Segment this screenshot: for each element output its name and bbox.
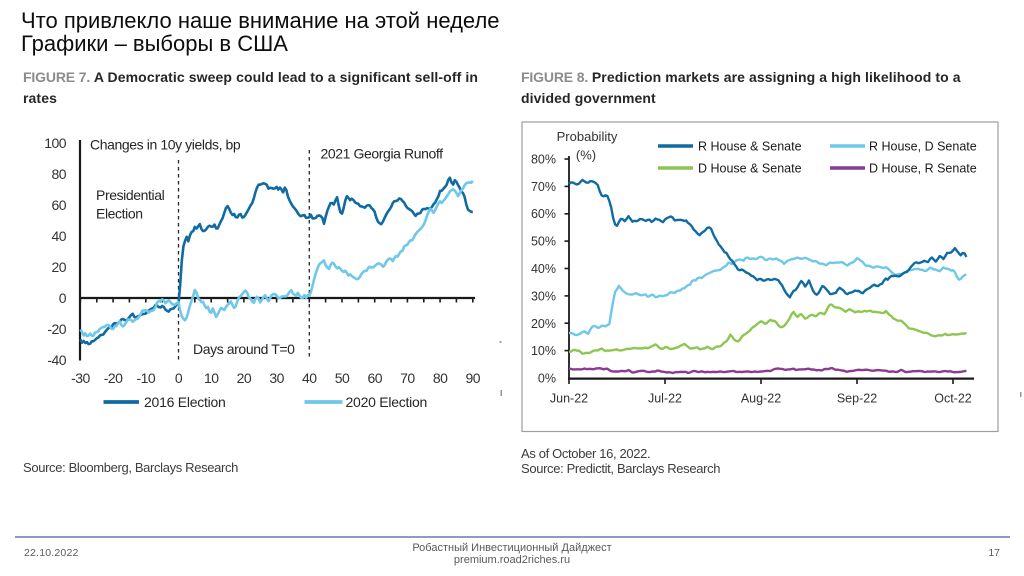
svg-text:80%: 80% xyxy=(531,153,556,167)
svg-text:2021 Georgia Runoff: 2021 Georgia Runoff xyxy=(321,146,444,162)
svg-text:Probability: Probability xyxy=(557,129,618,144)
svg-text:-30: -30 xyxy=(71,370,90,386)
svg-text:80: 80 xyxy=(52,166,67,182)
svg-text:Days around T=0: Days around T=0 xyxy=(193,341,295,357)
svg-text:30: 30 xyxy=(269,370,284,386)
svg-text:Jun-22: Jun-22 xyxy=(550,392,588,406)
svg-text:Presidential: Presidential xyxy=(96,187,165,203)
svg-text:-20: -20 xyxy=(104,370,123,386)
svg-text:R House, D Senate: R House, D Senate xyxy=(869,140,977,154)
svg-text:40: 40 xyxy=(302,370,317,386)
svg-text:D House & Senate: D House & Senate xyxy=(698,162,802,176)
svg-text:30%: 30% xyxy=(531,289,556,303)
svg-text:70%: 70% xyxy=(531,180,556,194)
svg-text:Changes in 10y yields, bp: Changes in 10y yields, bp xyxy=(90,137,241,153)
svg-text:2016 Election: 2016 Election xyxy=(144,394,226,410)
svg-text:60: 60 xyxy=(367,370,382,386)
svg-text:20: 20 xyxy=(52,259,67,275)
svg-text:20: 20 xyxy=(237,370,252,386)
svg-text:70: 70 xyxy=(400,370,415,386)
svg-text:100: 100 xyxy=(44,135,66,151)
svg-text:R House & Senate: R House & Senate xyxy=(698,140,802,154)
svg-text:Aug-22: Aug-22 xyxy=(741,392,781,406)
svg-text:60: 60 xyxy=(52,197,67,213)
svg-text:D House, R Senate: D House, R Senate xyxy=(869,162,977,176)
svg-text:Jul-22: Jul-22 xyxy=(648,392,682,406)
svg-text:40: 40 xyxy=(52,228,67,244)
svg-text:-40: -40 xyxy=(47,352,66,368)
svg-text:0: 0 xyxy=(59,290,67,306)
svg-text:50: 50 xyxy=(335,370,350,386)
svg-text:90: 90 xyxy=(466,370,481,386)
svg-text:Sep-22: Sep-22 xyxy=(837,392,877,406)
svg-text:20%: 20% xyxy=(531,317,556,331)
svg-text:10%: 10% xyxy=(531,344,556,358)
svg-text:60%: 60% xyxy=(531,207,556,221)
svg-text:2020 Election: 2020 Election xyxy=(346,394,428,410)
svg-text:40%: 40% xyxy=(531,262,556,276)
svg-text:-20: -20 xyxy=(47,321,66,337)
svg-text:50%: 50% xyxy=(531,235,556,249)
svg-text:-10: -10 xyxy=(137,370,156,386)
svg-text:0: 0 xyxy=(175,370,183,386)
svg-text:80: 80 xyxy=(433,370,448,386)
svg-text:10: 10 xyxy=(204,370,219,386)
svg-text:0%: 0% xyxy=(538,372,556,386)
svg-text:Election: Election xyxy=(96,206,143,222)
svg-text:(%): (%) xyxy=(576,148,596,163)
svg-text:Oct-22: Oct-22 xyxy=(934,392,972,406)
